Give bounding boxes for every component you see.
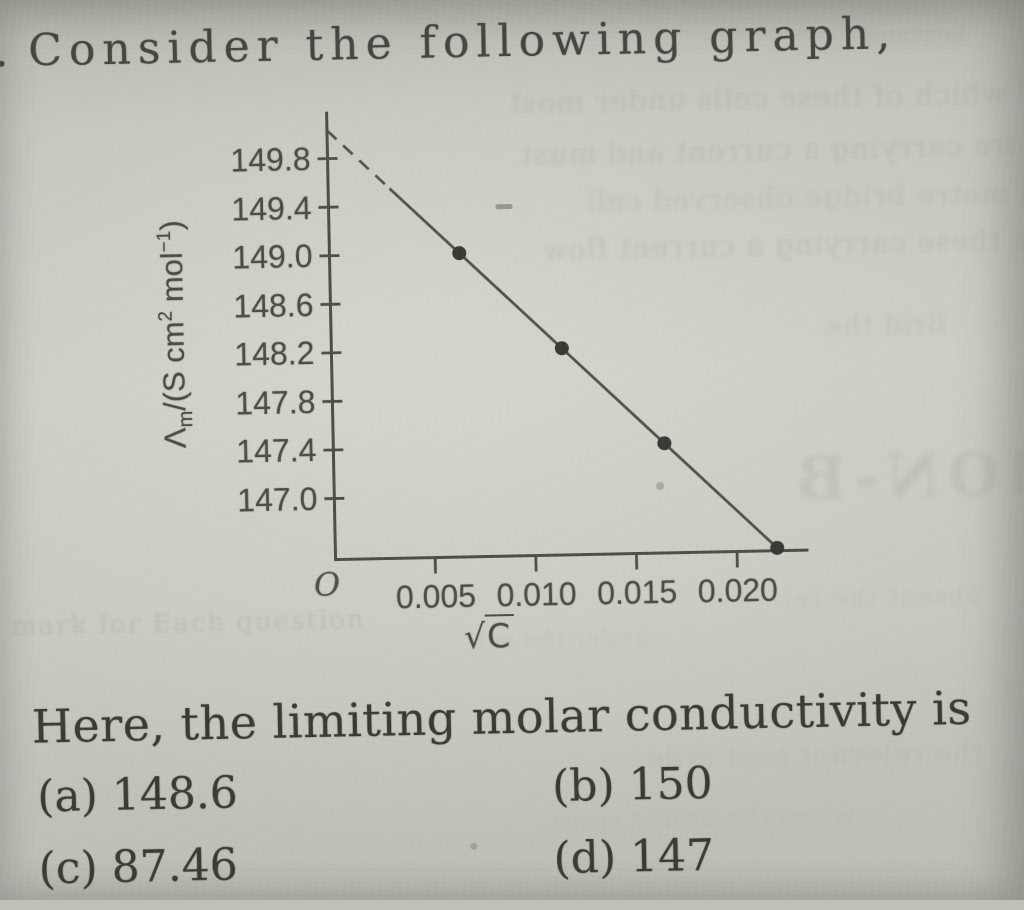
x-tick-label: 0.010	[481, 576, 592, 612]
trend-line	[390, 181, 778, 556]
y-tick-label: 149.0	[212, 237, 313, 277]
option-a: (a)148.6	[37, 768, 239, 823]
y-tick-label: 149.8	[210, 140, 311, 180]
y-tick-label: 147.8	[215, 383, 316, 423]
option-c: (c)87.46	[38, 840, 238, 895]
option-d-label: (d)	[553, 832, 617, 884]
radical-argument: C	[485, 614, 515, 656]
y-axis-label-units: /(S cm	[155, 321, 192, 411]
x-tick-label: 0.020	[682, 572, 793, 608]
y-axis-label-units2: mol	[154, 252, 190, 311]
option-c-label: (c)	[38, 842, 98, 894]
option-a-label: (a)	[37, 770, 99, 822]
y-tick-label: 148.2	[214, 334, 315, 374]
y-axis-label-supm1: −1	[154, 231, 175, 253]
x-axis-label: √C	[439, 616, 540, 657]
radical-sign: √	[464, 617, 486, 656]
y-tick-label: 148.6	[213, 286, 314, 326]
x-tick-label: 0.005	[381, 578, 492, 614]
y-tick-label: 147.0	[217, 480, 318, 520]
origin-label: O	[309, 565, 346, 604]
option-d-value: 147	[630, 830, 715, 883]
option-b: (b)150	[552, 758, 713, 812]
y-axis-label: Λm/(S cm2 mol−1)	[144, 146, 207, 522]
option-c-value: 87.46	[111, 840, 238, 894]
x-tick-label: 0.015	[582, 574, 693, 610]
y-axis-label-close: )	[153, 220, 188, 231]
y-axis-label-lambda: Λ	[157, 427, 192, 448]
option-b-label: (b)	[552, 760, 616, 812]
option-a-value: 148.6	[111, 768, 238, 822]
y-tick-label: 149.4	[211, 189, 312, 229]
option-d: (d)147	[553, 830, 714, 884]
y-tick-label: 147.4	[216, 431, 317, 471]
y-axis-label-sup2: 2	[156, 311, 177, 322]
option-b-value: 150	[628, 758, 713, 811]
y-axis-label-sub: m	[175, 410, 197, 427]
y-axis-line	[327, 112, 336, 561]
